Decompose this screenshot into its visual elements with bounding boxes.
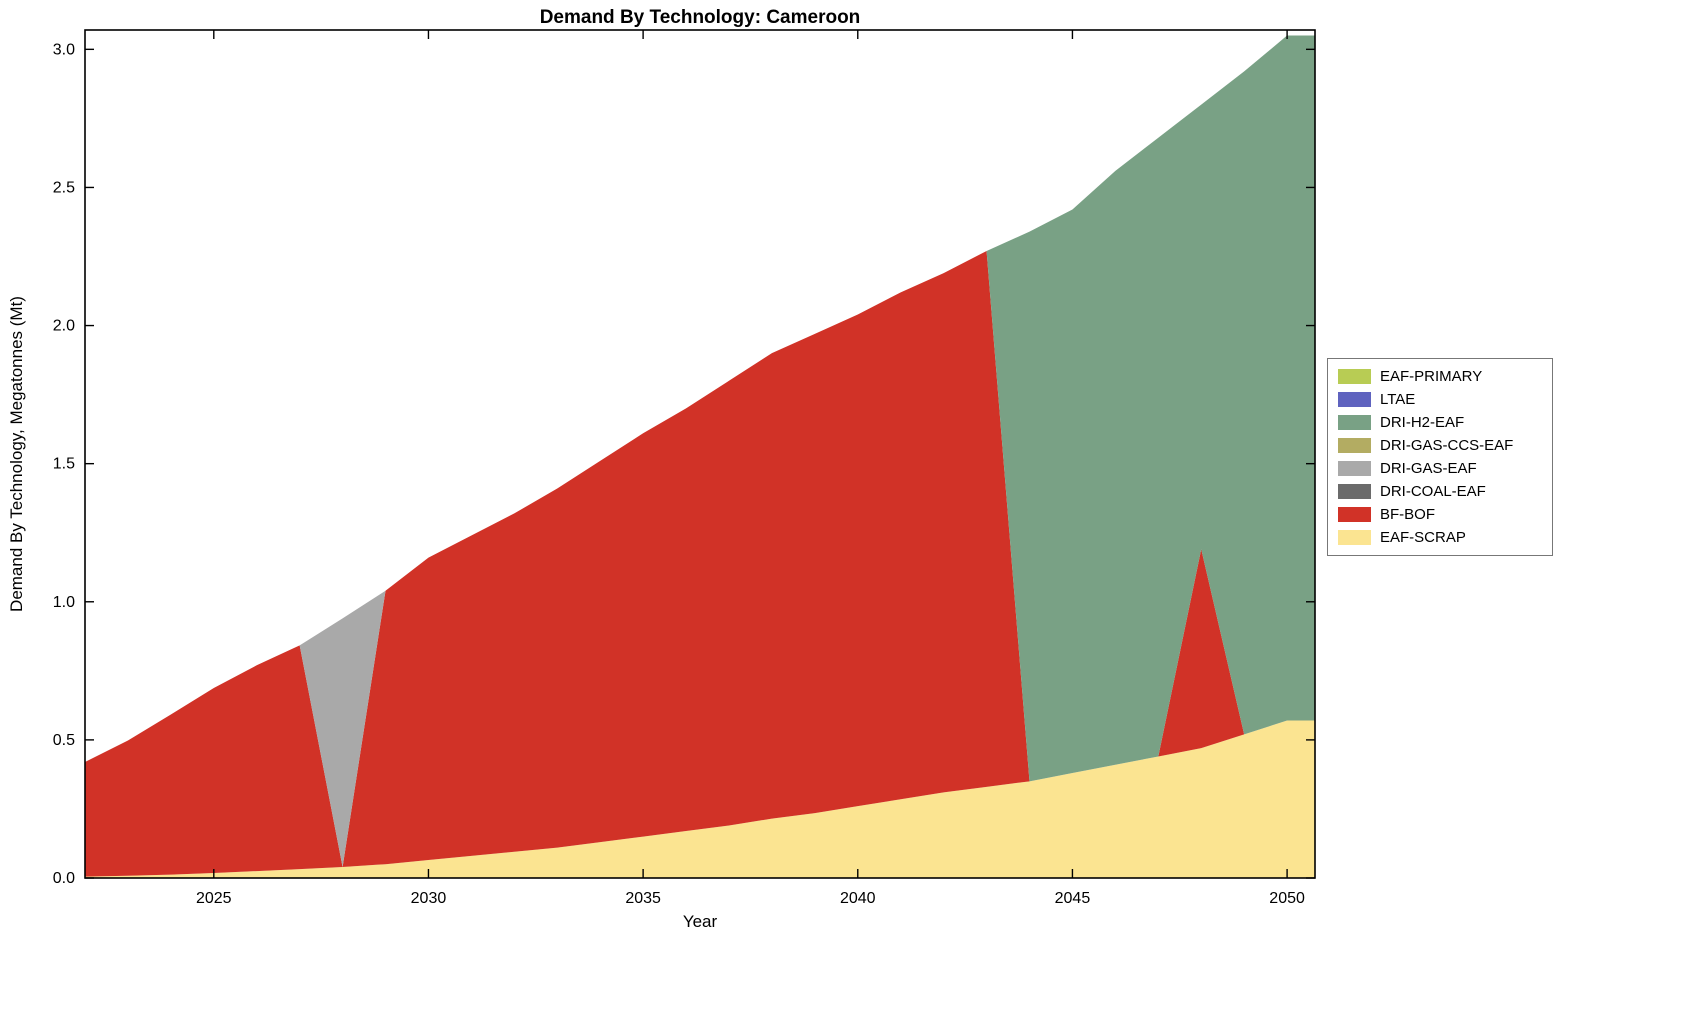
legend-swatch-eaf-scrap: [1338, 530, 1371, 545]
area-eaf-scrap: [85, 720, 1315, 878]
axis-ticks: [85, 30, 1315, 879]
legend-label: DRI-COAL-EAF: [1380, 483, 1486, 500]
legend-item-dri-gas-eaf: DRI-GAS-EAF: [1328, 457, 1552, 480]
legend-label: DRI-H2-EAF: [1380, 414, 1465, 431]
legend-item-eaf-primary: EAF-PRIMARY: [1328, 365, 1552, 388]
y-tick-label: 2.5: [53, 179, 75, 196]
area-dri-h2-eaf: [85, 35, 1315, 782]
y-tick-label: 1.5: [53, 456, 75, 473]
x-tick-label: 2045: [1055, 890, 1091, 907]
legend-item-bf-bof: BF-BOF: [1328, 503, 1552, 526]
x-tick-label: 2040: [840, 890, 876, 907]
x-tick-label: 2025: [196, 890, 232, 907]
legend-label: EAF-SCRAP: [1380, 529, 1466, 546]
legend-item-dri-gas-ccs-eaf: DRI-GAS-CCS-EAF: [1328, 434, 1552, 457]
plot-area: [85, 35, 1315, 878]
y-axis-label: Demand By Technology, Megatonnes (Mt): [7, 296, 26, 612]
legend-swatch-dri-gas-eaf: [1338, 461, 1371, 476]
legend-item-dri-h2-eaf: DRI-H2-EAF: [1328, 411, 1552, 434]
legend-swatch-dri-h2-eaf: [1338, 415, 1371, 430]
y-tick-label: 0.5: [53, 732, 75, 749]
legend-swatch-ltae: [1338, 392, 1371, 407]
y-tick-label: 3.0: [53, 41, 75, 58]
legend-swatch-dri-coal-eaf: [1338, 484, 1371, 499]
chart-title: Demand By Technology: Cameroon: [539, 7, 861, 28]
x-tick-label: 2050: [1269, 890, 1305, 907]
y-tick-label: 0.0: [53, 870, 75, 887]
legend-label: EAF-PRIMARY: [1380, 368, 1483, 385]
legend-label: DRI-GAS-CCS-EAF: [1380, 437, 1514, 454]
legend-label: DRI-GAS-EAF: [1380, 460, 1477, 477]
legend-label: BF-BOF: [1380, 506, 1435, 523]
y-tick-label: 1.0: [53, 594, 75, 611]
legend-item-dri-coal-eaf: DRI-COAL-EAF: [1328, 480, 1552, 503]
area-bf-bof: [85, 250, 1315, 877]
legend: EAF-PRIMARY LTAE DRI-H2-EAF DRI-GAS-CCS-EAF…: [1327, 358, 1553, 556]
x-axis-label: Year: [682, 912, 718, 931]
legend-swatch-bf-bof: [1338, 507, 1371, 522]
y-tick-label: 2.0: [53, 318, 75, 335]
legend-swatch-eaf-primary: [1338, 369, 1371, 384]
legend-item-ltae: LTAE: [1328, 388, 1552, 411]
legend-label: LTAE: [1380, 391, 1416, 408]
legend-swatch-dri-gas-ccs-eaf: [1338, 438, 1371, 453]
x-tick-label: 2030: [411, 890, 447, 907]
plot-border: [84, 29, 1316, 879]
legend-item-eaf-scrap: EAF-SCRAP: [1328, 526, 1552, 549]
x-tick-label: 2035: [625, 890, 661, 907]
